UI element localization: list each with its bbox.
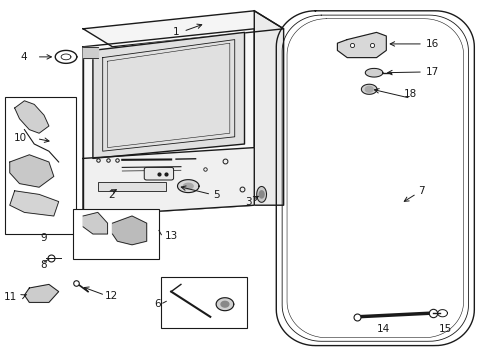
Text: 18: 18 [403, 89, 417, 99]
Polygon shape [112, 216, 146, 245]
Text: 8: 8 [41, 260, 47, 270]
Text: 2: 2 [108, 190, 115, 200]
Text: 17: 17 [425, 67, 438, 77]
Polygon shape [83, 47, 98, 58]
Polygon shape [83, 212, 107, 234]
Text: 11: 11 [4, 292, 17, 302]
Bar [98, 182, 166, 191]
Polygon shape [216, 298, 233, 311]
Polygon shape [259, 191, 264, 198]
Polygon shape [286, 19, 463, 338]
Polygon shape [254, 11, 283, 205]
Text: 12: 12 [105, 291, 118, 301]
Polygon shape [177, 180, 199, 193]
Polygon shape [83, 148, 254, 216]
Bar [161, 277, 246, 328]
Polygon shape [15, 101, 49, 133]
Text: 16: 16 [425, 39, 438, 49]
FancyBboxPatch shape [144, 167, 173, 180]
Text: 6: 6 [154, 299, 161, 309]
Text: 3: 3 [244, 197, 251, 207]
Text: 14: 14 [376, 324, 390, 334]
Text: 10: 10 [14, 133, 27, 143]
Text: 7: 7 [417, 186, 424, 196]
Text: 4: 4 [20, 52, 27, 62]
Text: 9: 9 [41, 233, 47, 243]
Polygon shape [24, 284, 59, 302]
Polygon shape [221, 301, 228, 307]
Text: 15: 15 [437, 324, 451, 334]
Polygon shape [83, 29, 254, 216]
Polygon shape [83, 11, 283, 47]
Text: 13: 13 [165, 231, 178, 241]
Polygon shape [365, 86, 372, 92]
Text: 5: 5 [212, 190, 219, 200]
Polygon shape [361, 84, 376, 94]
Polygon shape [93, 32, 244, 158]
Polygon shape [337, 32, 386, 58]
Bar [5, 97, 76, 234]
Polygon shape [183, 183, 193, 189]
Text: 1: 1 [172, 27, 179, 37]
Polygon shape [365, 68, 382, 77]
Bar [73, 209, 159, 259]
Polygon shape [10, 191, 59, 216]
Polygon shape [10, 155, 54, 187]
Polygon shape [256, 186, 266, 202]
